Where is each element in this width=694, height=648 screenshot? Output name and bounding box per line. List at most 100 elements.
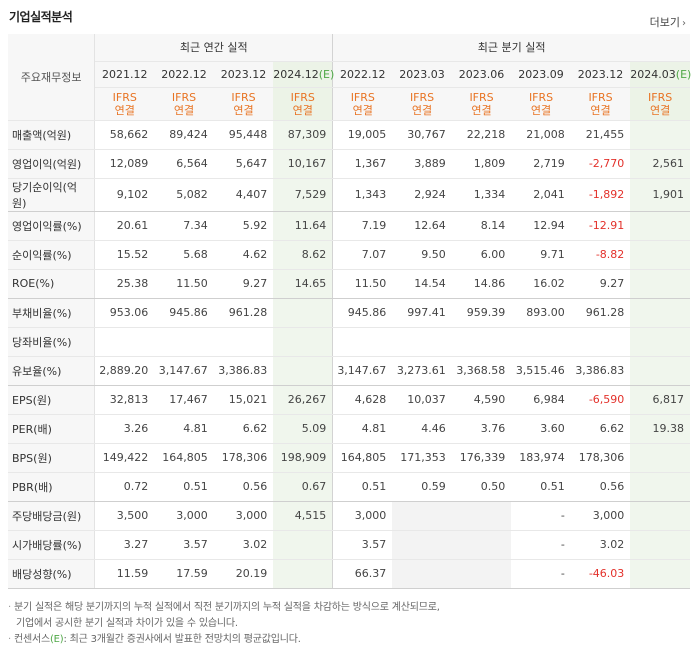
quarter-cell: 961.28 — [570, 298, 631, 328]
quarter-cell: 8.14 — [451, 211, 512, 241]
quarter-cell — [451, 559, 512, 589]
annual-cell: 25.38 — [94, 269, 155, 299]
footnote-2: · 컨센서스(E): 최근 3개월간 증권사에서 발표한 전망치의 평균값입니다. — [8, 634, 301, 645]
table-row: 순이익률(%) 15.52 5.68 4.62 8.62 7.07 9.50 6.00 9.71… — [8, 240, 690, 270]
quarter-cell: 3,386.83 — [570, 356, 631, 386]
quarter-cell — [511, 327, 571, 357]
annual-cell: 0.67 — [273, 472, 333, 502]
section-header: 기업실적분석 더보기 › — [0, 0, 694, 32]
annual-cell: 5.09 — [273, 414, 333, 444]
annual-period-3: 2024.12(E) — [273, 61, 334, 88]
annual-cell — [154, 327, 214, 357]
table-row: 매출액(억원) 58,662 89,424 95,448 87,309 19,005 30,… — [8, 120, 690, 150]
quarter-cell: -6,590 — [570, 385, 631, 415]
quarter-cell: 7.19 — [332, 211, 393, 241]
quarter-cell: 959.39 — [451, 298, 512, 328]
quarter-cell: 14.54 — [392, 269, 452, 299]
annual-cell: 11.50 — [154, 269, 214, 299]
row-label: 주당배당금(원) — [8, 501, 96, 531]
quarter-cell: 1,901 — [630, 178, 690, 212]
annual-cell: 15,021 — [213, 385, 274, 415]
annual-cell: 11.64 — [273, 211, 333, 241]
table-row: 유보율(%) 2,889.20 3,147.67 3,386.83 3,147.67 3,… — [8, 356, 690, 386]
quarter-cell: 2,041 — [511, 178, 571, 212]
annual-cell: 4,515 — [273, 501, 333, 531]
section-title: 기업실적분석 — [9, 10, 73, 24]
annual-cell: 0.51 — [154, 472, 214, 502]
quarter-cell — [392, 530, 452, 560]
quarter-ifrs-0: IFRS 연결 — [332, 87, 393, 121]
quarter-ifrs-5: IFRS 연결 — [630, 87, 690, 121]
quarter-cell: 7.07 — [332, 240, 393, 270]
annual-cell: 58,662 — [94, 120, 155, 150]
annual-cell — [273, 356, 333, 386]
annual-ifrs-1: IFRS 연결 — [154, 87, 214, 121]
quarter-cell: 9.27 — [570, 269, 631, 299]
annual-cell — [273, 298, 333, 328]
annual-cell — [273, 559, 333, 589]
table-row: PER(배) 3.26 4.81 6.62 5.09 4.81 4.46 3.76 3.60 6.… — [8, 414, 690, 444]
quarter-period-3: 2023.09 — [511, 61, 571, 88]
quarter-cell: 22,218 — [451, 120, 512, 150]
quarter-period-2: 2023.06 — [451, 61, 512, 88]
table-row: 영업이익률(%) 20.61 7.34 5.92 11.64 7.19 12.64 8.14 1… — [8, 211, 690, 241]
quarter-cell: 19.38 — [630, 414, 690, 444]
quarter-cell: - — [511, 530, 571, 560]
annual-cell: 10,167 — [273, 149, 333, 179]
row-label: EPS(원) — [8, 385, 96, 415]
more-label[interactable]: 더보기 — [649, 16, 680, 29]
table-row: PBR(배) 0.72 0.51 0.56 0.67 0.51 0.59 0.50 0.51 0.… — [8, 472, 690, 502]
quarter-cell: 30,767 — [392, 120, 452, 150]
annual-cell — [273, 327, 333, 357]
quarter-cell: - — [511, 559, 571, 589]
quarter-cell: 14.86 — [451, 269, 512, 299]
annual-period-1: 2022.12 — [154, 61, 214, 88]
quarter-cell — [570, 327, 631, 357]
annual-ifrs-2: IFRS 연결 — [213, 87, 274, 121]
quarter-cell: 6.62 — [570, 414, 631, 444]
annual-cell: 7,529 — [273, 178, 333, 212]
row-label: 배당성향(%) — [8, 559, 96, 589]
quarter-cell — [630, 559, 690, 589]
quarter-cell — [630, 501, 690, 531]
table-row: EPS(원) 32,813 17,467 15,021 26,267 4,628 10,03… — [8, 385, 690, 415]
quarter-cell: 1,334 — [451, 178, 512, 212]
quarter-cell: 21,008 — [511, 120, 571, 150]
quarter-cell: 997.41 — [392, 298, 452, 328]
annual-cell: 4,407 — [213, 178, 274, 212]
quarter-cell — [630, 269, 690, 299]
quarter-cell — [451, 530, 512, 560]
quarter-cell: 16.02 — [511, 269, 571, 299]
annual-cell: 26,267 — [273, 385, 333, 415]
more-link[interactable]: 더보기 › — [650, 14, 686, 30]
annual-cell: 87,309 — [273, 120, 333, 150]
quarter-ifrs-1: IFRS 연결 — [392, 87, 452, 121]
annual-cell: 4.81 — [154, 414, 214, 444]
row-label: 부채비율(%) — [8, 298, 96, 328]
annual-cell: 9,102 — [94, 178, 155, 212]
quarter-cell: 178,306 — [570, 443, 631, 473]
label-header: 주요재무정보 — [8, 34, 96, 121]
table-row: 당기순이익(억원) 9,102 5,082 4,407 7,529 1,343 2,924 1… — [8, 178, 690, 212]
annual-cell: 3,500 — [94, 501, 155, 531]
quarter-cell: 3,889 — [392, 149, 452, 179]
quarter-cell: 0.51 — [332, 472, 393, 502]
annual-cell: 5,082 — [154, 178, 214, 212]
row-label: PER(배) — [8, 414, 96, 444]
quarter-cell: 0.59 — [392, 472, 452, 502]
annual-period-2: 2023.12 — [213, 61, 274, 88]
annual-cell: 178,306 — [213, 443, 274, 473]
annual-cell: 15.52 — [94, 240, 155, 270]
quarter-cell — [630, 472, 690, 502]
quarter-cell: 183,974 — [511, 443, 571, 473]
annual-cell: 12,089 — [94, 149, 155, 179]
quarter-cell: 4.46 — [392, 414, 452, 444]
quarter-cell: 3,000 — [570, 501, 631, 531]
annual-cell: 20.61 — [94, 211, 155, 241]
row-label: 당기순이익(억원) — [8, 178, 96, 212]
annual-cell: 0.72 — [94, 472, 155, 502]
quarter-cell: 3.76 — [451, 414, 512, 444]
annual-cell: 3.27 — [94, 530, 155, 560]
table-row: BPS(원) 149,422 164,805 178,306 198,909 164,80… — [8, 443, 690, 473]
quarter-cell: 893.00 — [511, 298, 571, 328]
